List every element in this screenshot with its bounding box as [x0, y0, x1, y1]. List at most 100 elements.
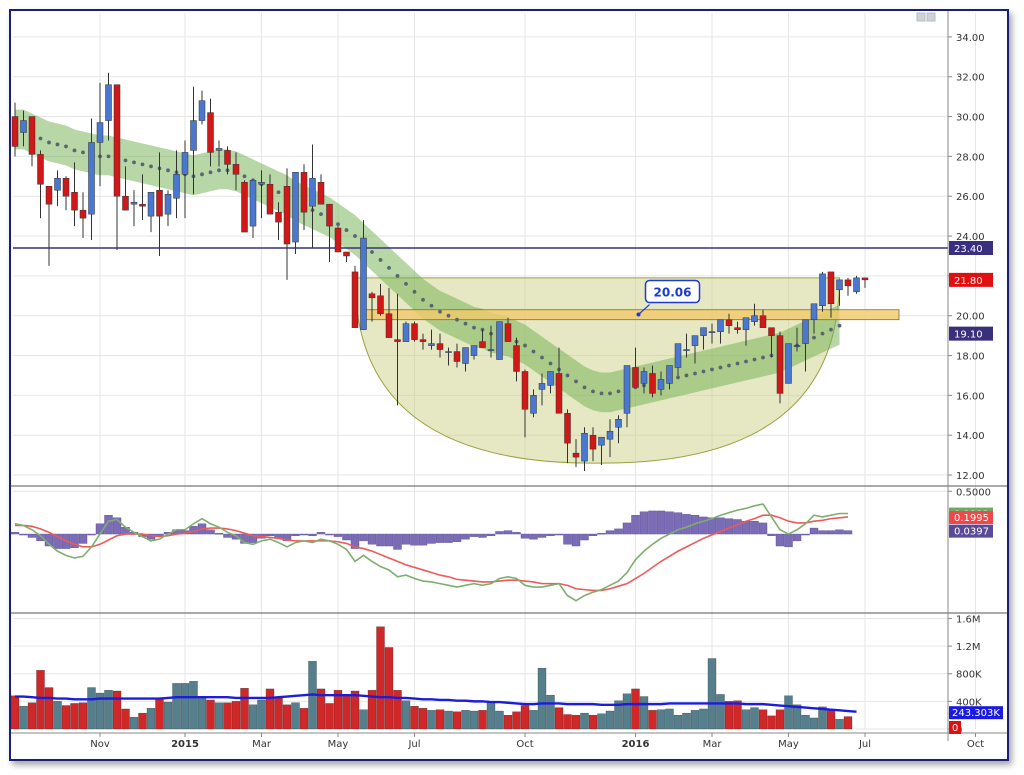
- volume-bar: [418, 708, 428, 730]
- volume-bar: [95, 692, 105, 730]
- x-tick-label: Nov: [90, 739, 110, 750]
- candle: [190, 120, 197, 151]
- volume-bar: [197, 697, 207, 730]
- candle: [521, 371, 529, 410]
- macd-histogram-bar: [588, 533, 598, 536]
- macd-histogram-bar: [469, 533, 479, 537]
- candle: [28, 116, 36, 155]
- ma-dot: [540, 355, 544, 360]
- volume-bar: [129, 717, 139, 730]
- candle: [742, 317, 750, 330]
- candle: [88, 142, 95, 215]
- ma-dot: [378, 258, 383, 262]
- volume-bar: [299, 708, 309, 730]
- ma-dot: [276, 190, 281, 195]
- macd-histogram-bar: [27, 533, 37, 538]
- candle: [462, 347, 469, 364]
- ma-dot: [727, 363, 731, 368]
- volume-bar: [512, 711, 521, 730]
- macd-histogram-bar: [639, 511, 649, 535]
- volume-bar: [495, 710, 504, 730]
- volume-bar: [758, 709, 768, 730]
- ma-value-label: 19.10: [954, 330, 983, 341]
- volume-bar: [690, 710, 700, 730]
- ma-dot: [574, 379, 578, 384]
- candle: [394, 339, 401, 342]
- candle: [853, 277, 860, 293]
- ma-dot: [710, 367, 714, 372]
- candle: [317, 182, 325, 205]
- last-price-label-bg: [949, 272, 993, 287]
- macd-histogram-bar: [435, 533, 445, 543]
- x-tick-label: May: [328, 739, 349, 750]
- macd-histogram-bar: [418, 533, 428, 546]
- price-tick-label: 28.00: [956, 152, 985, 163]
- volume-bar: [546, 694, 555, 730]
- volume-bar: [10, 695, 20, 730]
- volume-bar: [19, 706, 28, 730]
- macd-histogram-bar: [665, 511, 674, 535]
- candle: [691, 335, 699, 346]
- volume-bar: [716, 694, 725, 730]
- macd-histogram-bar: [597, 532, 606, 535]
- macd-panel: [10, 503, 853, 602]
- volume-bar: [155, 698, 164, 730]
- volume-tick-label: 800K: [956, 670, 982, 681]
- candle: [122, 195, 129, 211]
- macd-line: [14, 503, 848, 602]
- volume-bar: [597, 713, 606, 730]
- volume-bar: [622, 693, 632, 730]
- ma-dot: [404, 281, 408, 286]
- volume-bar: [189, 681, 198, 730]
- toolbox-button[interactable]: [926, 12, 936, 22]
- ma-dot: [608, 391, 612, 396]
- volume-bar: [478, 710, 487, 730]
- macd-histogram-bar: [478, 533, 487, 538]
- volume-bar: [44, 687, 54, 730]
- macd-histogram-bar: [316, 532, 326, 535]
- ma-dot: [531, 349, 536, 354]
- price-panel: 20.06: [11, 72, 948, 472]
- volume-tick-label: 1.2M: [956, 642, 981, 653]
- volume-bar: [665, 708, 674, 730]
- macd-histogram-bar: [70, 533, 79, 548]
- ma-dot: [38, 136, 43, 141]
- macd-histogram-bar: [87, 533, 96, 536]
- x-tick-label: 2016: [622, 739, 650, 750]
- volume-bar: [826, 709, 836, 730]
- toolbox-button[interactable]: [916, 12, 926, 22]
- candle: [419, 339, 427, 342]
- volume-bar: [554, 707, 564, 730]
- volume-bar: [784, 695, 793, 730]
- candle: [173, 174, 180, 199]
- candle: [113, 84, 121, 197]
- macd-histogram-bar: [537, 533, 547, 538]
- volume-bar: [461, 710, 470, 730]
- macd-histogram-bar: [486, 533, 496, 536]
- volume-bar: [36, 670, 45, 730]
- price-tick-label: 26.00: [956, 192, 985, 203]
- volume-bar: [537, 668, 547, 730]
- ma-dot: [140, 162, 145, 167]
- x-tick-label: 2015: [171, 739, 199, 750]
- volume-zero-label: 0: [952, 723, 958, 734]
- macd-histogram-bar: [580, 533, 589, 541]
- volume-bar: [325, 703, 334, 730]
- volume-bar: [750, 707, 759, 730]
- volume-panel: [10, 626, 857, 730]
- chart-toolbox[interactable]: [916, 12, 936, 22]
- candle: [156, 189, 163, 217]
- candle: [453, 351, 461, 362]
- candle: [700, 327, 707, 336]
- candle: [258, 182, 265, 185]
- ma-dot: [701, 369, 706, 374]
- candle: [623, 365, 631, 414]
- ma-dot: [599, 391, 604, 396]
- ma-dot: [752, 357, 757, 362]
- ma-dot: [353, 234, 357, 238]
- volume-bar: [580, 712, 589, 730]
- candle: [292, 172, 299, 243]
- candle: [334, 227, 342, 253]
- candle: [385, 313, 393, 338]
- candle: [309, 178, 316, 207]
